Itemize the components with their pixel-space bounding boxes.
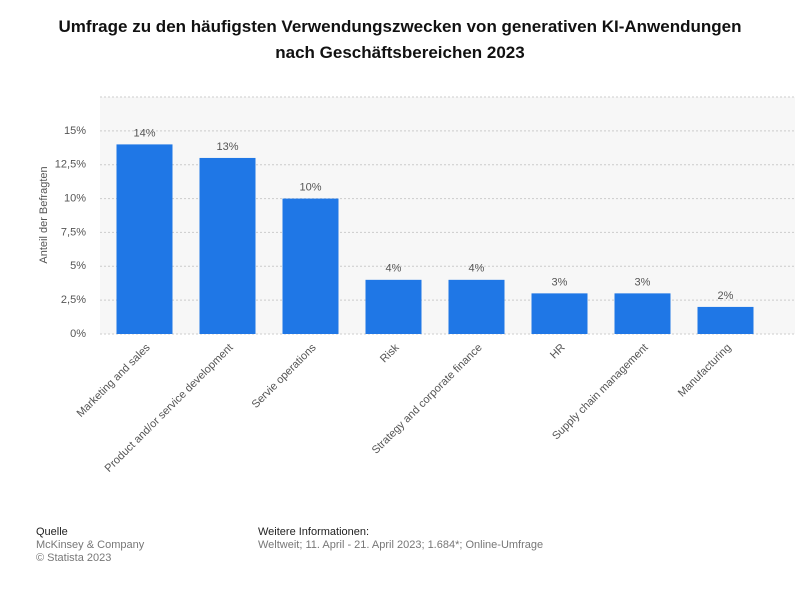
x-tick-label: Product and/or service development — [103, 342, 236, 475]
value-label: 13% — [216, 141, 238, 153]
value-label: 3% — [552, 276, 568, 288]
bar — [199, 157, 256, 334]
copyright: © Statista 2023 — [36, 552, 112, 564]
y-tick-label: 15% — [64, 125, 86, 137]
value-label: 4% — [469, 263, 485, 275]
y-tick-label: 7,5% — [61, 226, 86, 238]
bar — [614, 293, 671, 334]
source: McKinsey & Company — [36, 539, 145, 551]
info: Weltweit; 11. April - 21. April 2023; 1.… — [258, 539, 544, 551]
x-tick-label: HR — [548, 342, 568, 362]
y-tick-label: 10% — [64, 192, 86, 204]
x-tick-label: Risk — [378, 341, 402, 365]
bar — [365, 279, 422, 334]
bar — [448, 279, 505, 334]
bar — [116, 144, 173, 334]
x-tick-label: Servie operations — [250, 341, 319, 410]
value-label: 10% — [299, 181, 321, 193]
y-tick-label: 5% — [70, 260, 86, 272]
bar — [531, 293, 588, 334]
value-label: 14% — [133, 127, 155, 139]
x-tick-label: Manufacturing — [676, 342, 734, 400]
bar — [697, 306, 754, 334]
x-tick-label: Supply chain management — [550, 342, 651, 443]
value-label: 3% — [635, 276, 651, 288]
source-block: Quelle McKinsey & Company © Statista 202… — [36, 526, 144, 565]
value-label: 2% — [718, 290, 734, 302]
y-tick-label: 0% — [70, 328, 86, 340]
info-block: Weitere Informationen: Weltweit; 11. Apr… — [258, 526, 543, 552]
source-heading: Quelle — [36, 526, 68, 538]
bar — [282, 198, 339, 334]
chart-title: Umfrage zu den häufigsten Verwendungszwe… — [58, 17, 742, 62]
y-axis-label: Anteil der Befragten — [38, 166, 50, 263]
y-tick-label: 12,5% — [55, 159, 86, 171]
x-tick-label: Marketing and sales — [75, 341, 153, 419]
value-label: 4% — [386, 263, 402, 275]
y-tick-label: 2,5% — [61, 294, 86, 306]
info-heading: Weitere Informationen: — [258, 526, 370, 538]
